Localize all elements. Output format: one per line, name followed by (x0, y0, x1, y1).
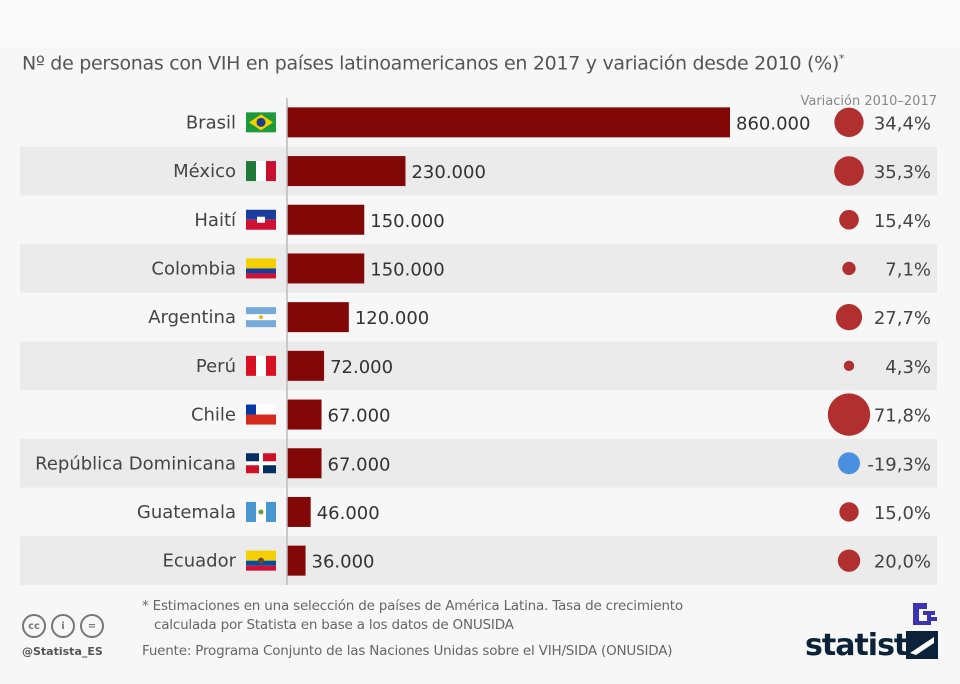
bar (287, 350, 325, 381)
flag-pe-icon (246, 355, 276, 376)
flag-cl-icon (246, 404, 276, 425)
flag-do-icon (246, 453, 276, 474)
row-background (20, 536, 937, 585)
variation-label: 15,0% (874, 503, 931, 524)
flag-br-icon (246, 112, 276, 133)
value-label: 860.000 (736, 113, 810, 134)
variation-bubble (838, 452, 860, 475)
category-label: Argentina (148, 307, 236, 328)
flag-mx-icon (246, 161, 276, 182)
source-text: Fuente: Programa Conjunto de las Nacione… (142, 643, 673, 659)
variation-bubble (837, 549, 861, 572)
cc-icon: cc (22, 614, 46, 638)
variation-label: 34,4% (874, 113, 931, 134)
variation-bubble (839, 502, 859, 522)
variation-bubble (839, 209, 859, 230)
variation-bubble (834, 107, 864, 138)
variation-label: 27,7% (874, 308, 931, 329)
value-label: 120.000 (355, 308, 429, 329)
variation-bubble (835, 303, 863, 331)
bar (287, 107, 730, 138)
flag-ec-icon (246, 550, 276, 571)
row-background (20, 341, 937, 391)
row-background (20, 244, 937, 293)
twitter-handle: @Statista_ES (22, 645, 103, 658)
variation-label: 71,8% (874, 406, 931, 427)
attribution-icon: i (51, 614, 75, 638)
bar (287, 302, 349, 333)
footnote-line2: calculada por Statista en base a los dat… (154, 617, 514, 633)
variation-bubble (842, 261, 856, 276)
variation-bubble (843, 360, 855, 372)
flag-co-icon (246, 258, 276, 279)
value-label: 36.000 (312, 552, 375, 573)
value-label: 72.000 (330, 357, 393, 378)
flag-ar-icon (246, 307, 276, 328)
variation-header: Variación 2010–2017 (800, 94, 937, 109)
row-background (20, 146, 937, 196)
value-label: 150.000 (370, 259, 444, 280)
variation-bubble (827, 393, 871, 436)
variation-label: 15,4% (874, 211, 931, 232)
bar-chart: Variación 2010–2017 Brasil 860.000 34,4% Méx… (20, 94, 937, 585)
value-label: 67.000 (328, 454, 391, 475)
category-label: Colombia (151, 258, 236, 279)
value-label: 46.000 (317, 503, 380, 524)
bar (287, 545, 306, 576)
category-label: Guatemala (137, 502, 236, 523)
no-derivatives-icon: = (80, 614, 104, 638)
value-label: 150.000 (370, 211, 444, 232)
variation-label: 4,3% (885, 357, 931, 378)
category-label: Chile (191, 405, 236, 426)
bar (287, 448, 322, 479)
flag-gt-icon (246, 501, 276, 522)
variation-label: 7,1% (885, 259, 931, 280)
flag-ht-icon (246, 209, 276, 230)
variation-label: 20,0% (874, 552, 931, 573)
value-label: 67.000 (328, 406, 391, 427)
row-background (20, 438, 937, 488)
category-label: Ecuador (162, 551, 236, 572)
watermark-icon (913, 603, 937, 625)
category-label: Brasil (186, 112, 236, 133)
top-band (0, 0, 960, 48)
category-label: Haití (194, 210, 237, 231)
category-label: República Dominicana (35, 453, 236, 474)
bar (287, 399, 322, 430)
category-label: Perú (196, 356, 236, 377)
variation-label: 35,3% (874, 162, 931, 183)
statista-logo-icon (906, 631, 938, 659)
bar (287, 156, 406, 187)
variation-label: -19,3% (867, 454, 931, 475)
bar (287, 204, 365, 235)
value-label: 230.000 (411, 162, 485, 183)
chart-title: Nº de personas con VIH en países latinoa… (22, 52, 845, 75)
bar (287, 253, 365, 284)
bar (287, 496, 311, 527)
creative-commons-icons: cc i = (22, 614, 104, 638)
footnote-line1: * Estimaciones en una selección de paíse… (142, 598, 683, 614)
variation-bubble (834, 156, 864, 186)
category-label: México (173, 161, 236, 182)
